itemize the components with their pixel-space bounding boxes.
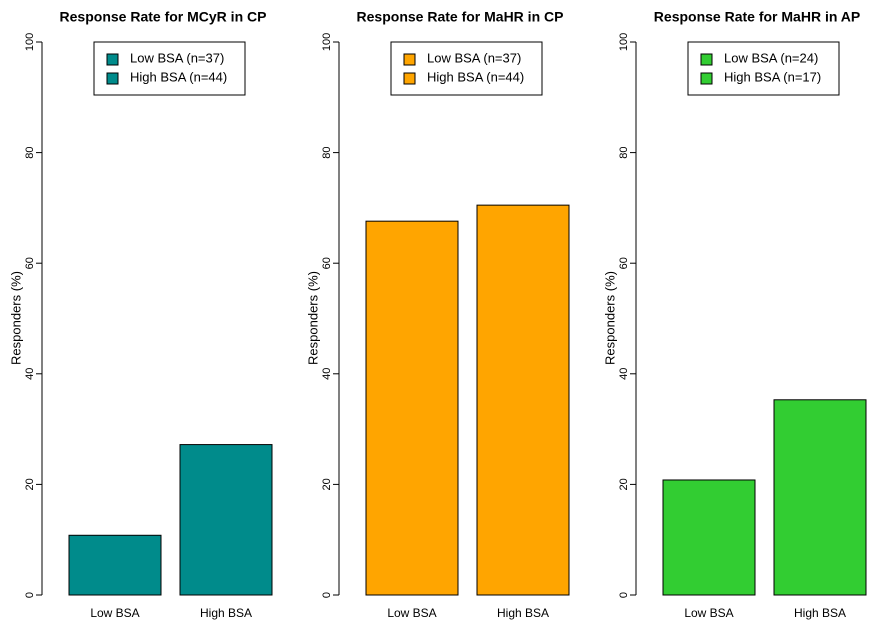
legend-swatch <box>403 53 416 66</box>
legend-box <box>93 41 246 96</box>
legend-label: High BSA (n=44) <box>427 69 524 84</box>
legend-label: High BSA (n=44) <box>130 69 227 84</box>
x-tick-label: Low BSA <box>387 606 436 620</box>
legend-label: High BSA (n=17) <box>724 69 821 84</box>
y-tick-label: 100 <box>24 33 36 51</box>
y-tick-label: 80 <box>618 146 630 158</box>
y-tick-label: 80 <box>24 146 36 158</box>
y-tick-label: 40 <box>321 368 333 380</box>
y-tick-label: 0 <box>321 592 333 598</box>
panel: Response Rate for MaHR in AP Responders (… <box>602 9 867 620</box>
x-tick-label: High BSA <box>200 606 252 620</box>
bar <box>68 534 162 596</box>
legend-swatch <box>106 72 119 85</box>
legend-box <box>390 41 543 96</box>
legend-swatch <box>106 53 119 66</box>
legend-box <box>687 41 840 96</box>
panel: Response Rate for MCyR in CP Responders (… <box>8 9 273 620</box>
y-tick-label: 60 <box>321 257 333 269</box>
y-tick-label: 20 <box>321 478 333 490</box>
y-axis-label: Responders (%) <box>305 271 320 365</box>
y-tick-label: 100 <box>618 33 630 51</box>
y-tick-label: 80 <box>321 146 333 158</box>
bar <box>662 479 756 596</box>
bar <box>773 399 867 596</box>
y-tick-label: 0 <box>618 592 630 598</box>
x-tick-label: Low BSA <box>90 606 139 620</box>
y-tick-label: 0 <box>24 592 36 598</box>
chart-title: Response Rate for MaHR in CP <box>357 9 564 25</box>
chart-title: Response Rate for MCyR in CP <box>60 9 267 25</box>
y-axis-label: Responders (%) <box>8 271 23 365</box>
y-tick-label: 100 <box>321 33 333 51</box>
x-tick-label: High BSA <box>497 606 549 620</box>
y-tick-label: 60 <box>24 257 36 269</box>
y-tick-label: 40 <box>618 368 630 380</box>
x-tick-label: High BSA <box>794 606 846 620</box>
y-tick-label: 20 <box>24 478 36 490</box>
legend-label: Low BSA (n=37) <box>427 50 521 65</box>
chart-title: Response Rate for MaHR in AP <box>654 9 860 25</box>
x-tick-label: Low BSA <box>684 606 733 620</box>
y-axis-label: Responders (%) <box>602 271 617 365</box>
legend-swatch <box>700 53 713 66</box>
y-tick-label: 40 <box>24 368 36 380</box>
panel: Response Rate for MaHR in CP Responders (… <box>305 9 570 620</box>
legend-swatch <box>403 72 416 85</box>
legend-label: Low BSA (n=24) <box>724 50 818 65</box>
y-tick-label: 20 <box>618 478 630 490</box>
bar <box>365 220 459 596</box>
legend-swatch <box>700 72 713 85</box>
bar <box>476 204 570 596</box>
bar <box>179 444 273 596</box>
y-tick-label: 60 <box>618 257 630 269</box>
legend-label: Low BSA (n=37) <box>130 50 224 65</box>
